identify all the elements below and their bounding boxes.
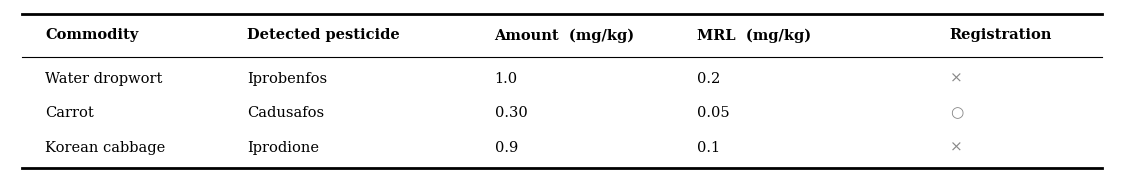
Text: Registration: Registration: [950, 28, 1052, 42]
Text: Amount  (mg/kg): Amount (mg/kg): [495, 28, 635, 43]
Text: ×: ×: [950, 72, 962, 86]
Text: 0.1: 0.1: [697, 141, 720, 155]
Text: Carrot: Carrot: [45, 106, 93, 120]
Text: 0.2: 0.2: [697, 72, 720, 86]
Text: Commodity: Commodity: [45, 28, 138, 42]
Text: 0.9: 0.9: [495, 141, 518, 155]
Text: 0.05: 0.05: [697, 106, 729, 120]
Text: Iprobenfos: Iprobenfos: [247, 72, 327, 86]
Text: Water dropwort: Water dropwort: [45, 72, 162, 86]
Text: Korean cabbage: Korean cabbage: [45, 141, 165, 155]
Text: 0.30: 0.30: [495, 106, 527, 120]
Text: Cadusafos: Cadusafos: [247, 106, 325, 120]
Text: Detected pesticide: Detected pesticide: [247, 28, 400, 42]
Text: MRL  (mg/kg): MRL (mg/kg): [697, 28, 812, 43]
Text: ×: ×: [950, 141, 962, 155]
Text: Iprodione: Iprodione: [247, 141, 319, 155]
Text: ○: ○: [950, 106, 963, 120]
Text: 1.0: 1.0: [495, 72, 518, 86]
